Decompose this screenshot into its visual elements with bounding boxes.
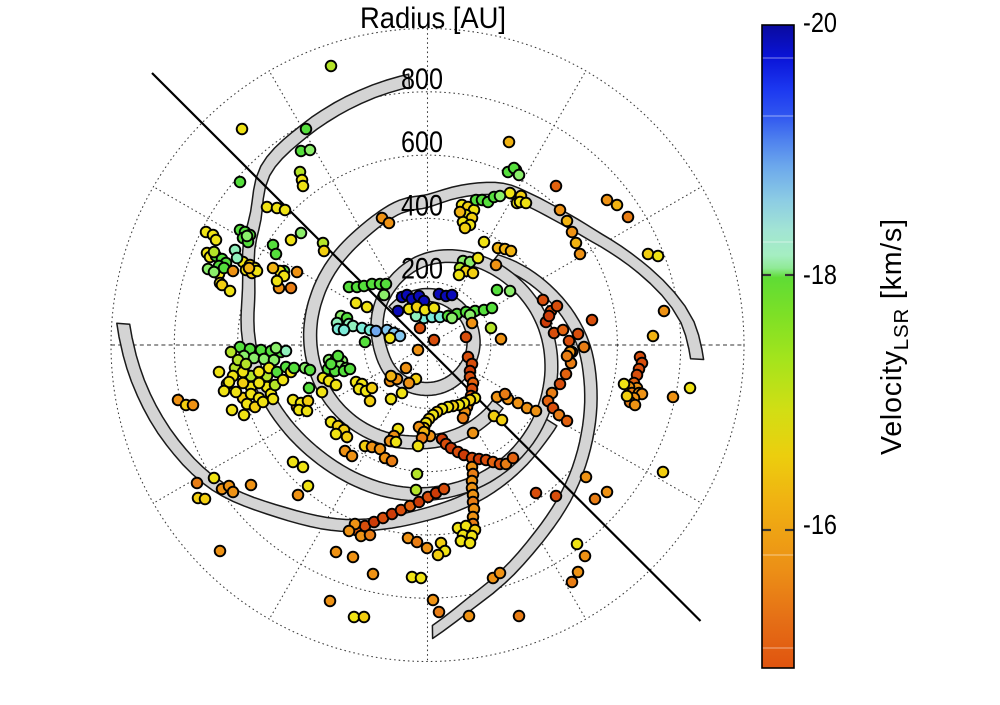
svg-text:600: 600 <box>401 126 443 159</box>
svg-text:-20: -20 <box>803 7 837 38</box>
svg-text:-16: -16 <box>803 509 837 540</box>
svg-text:-18: -18 <box>803 259 837 290</box>
svg-text:Radius [AU]: Radius [AU] <box>360 2 506 35</box>
svg-text:800: 800 <box>401 63 443 96</box>
svg-text:200: 200 <box>401 253 443 286</box>
svg-text:400: 400 <box>401 189 443 222</box>
